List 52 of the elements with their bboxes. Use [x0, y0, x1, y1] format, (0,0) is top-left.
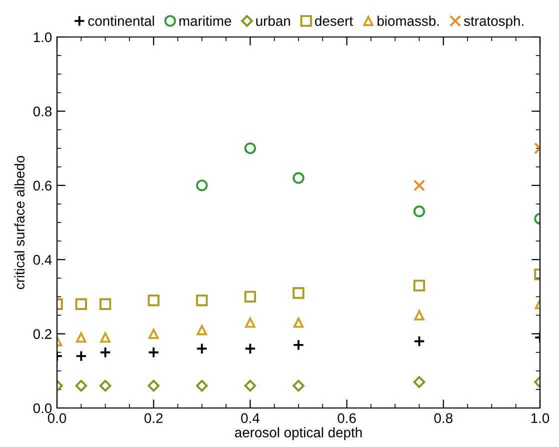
y-tick-label: 0.2	[33, 329, 52, 339]
point	[196, 294, 208, 306]
point	[148, 380, 160, 392]
x-tick-label: 0.2	[144, 413, 163, 424]
point	[413, 335, 426, 348]
x-tick-label: 1.0	[531, 413, 550, 424]
point	[292, 287, 304, 299]
x-tick-label: 0.6	[338, 413, 356, 424]
point	[244, 380, 256, 392]
y-tick-label: 0.4	[33, 254, 52, 265]
legend-label: stratosph.	[464, 16, 524, 29]
x-tick-label: 0.8	[434, 413, 452, 424]
point	[75, 298, 87, 310]
point	[148, 294, 160, 306]
point	[196, 324, 208, 336]
point	[148, 346, 160, 358]
point	[76, 332, 86, 343]
y-tick-label: 1.0	[34, 32, 52, 42]
legend-label: urban	[256, 16, 290, 26]
point	[292, 339, 304, 351]
y-tick-label: 0.0	[33, 403, 52, 414]
point	[292, 380, 304, 392]
point	[414, 310, 424, 320]
point	[196, 180, 208, 192]
point	[99, 298, 112, 310]
point	[292, 172, 304, 184]
point	[245, 318, 256, 328]
point	[75, 350, 87, 362]
x-axis-title: aerosol optical depth	[235, 427, 362, 440]
legend-label: desert	[315, 16, 353, 26]
point	[196, 342, 208, 354]
y-tick-label: 0.6	[33, 180, 52, 191]
point	[244, 290, 256, 303]
legend-label: maritime	[179, 16, 232, 26]
legend-label: biomassb.	[378, 16, 439, 26]
legend-label: continental	[88, 16, 154, 26]
point	[100, 332, 110, 343]
y-tick-label: 0.8	[33, 106, 52, 116]
point	[413, 376, 426, 388]
point	[99, 380, 112, 392]
point	[293, 318, 304, 328]
x-tick-label: 0.0	[48, 413, 66, 424]
point	[244, 142, 256, 154]
x-tick-label: 0.4	[241, 413, 260, 424]
point	[75, 380, 88, 392]
point	[99, 346, 112, 358]
point	[413, 280, 426, 292]
point	[196, 380, 208, 392]
point	[148, 328, 159, 339]
point	[244, 342, 256, 354]
point	[413, 206, 426, 218]
y-axis-title: critical surface albedo	[14, 156, 25, 290]
